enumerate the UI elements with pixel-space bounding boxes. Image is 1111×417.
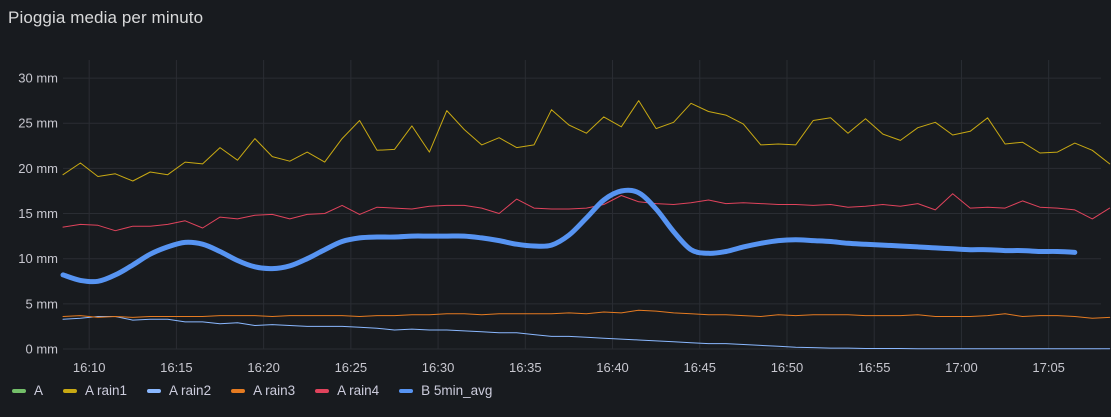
series-line-b-5min-avg: [60, 187, 1078, 285]
legend-swatch: [12, 388, 26, 393]
x-axis-tick-labels: 16:10 16:15 16:20 16:25 16:30 16:35 16:40 16:45…: [73, 360, 1065, 375]
grid-lines: [63, 60, 1101, 350]
legend-label: B 5min_avg: [421, 383, 493, 398]
x-tick-label: 16:40: [596, 360, 629, 375]
legend-swatch: [147, 388, 162, 393]
x-tick-label: 16:10: [73, 360, 106, 375]
panel-title: Pioggia media per minuto: [8, 8, 204, 27]
legend-item-a-rain2[interactable]: A rain2: [147, 383, 211, 398]
legend-swatch: [63, 388, 78, 393]
legend-item-a[interactable]: A: [12, 383, 43, 398]
series-line-a-rain1: [62, 100, 1111, 182]
y-tick-label: 30 mm: [18, 71, 58, 86]
legend-item-b-5min-avg[interactable]: B 5min_avg: [399, 383, 492, 398]
legend-label: A rain1: [85, 383, 128, 398]
y-tick-label: 20 mm: [18, 161, 58, 176]
x-tick-label: 17:00: [945, 360, 978, 375]
x-tick-label: 16:30: [422, 360, 455, 375]
series-line-a-rain3: [62, 309, 1111, 319]
series-line-a-rain4: [62, 193, 1111, 232]
x-tick-label: 16:15: [160, 360, 193, 375]
legend-item-a-rain1[interactable]: A rain1: [63, 383, 127, 398]
x-tick-label: 16:55: [858, 360, 891, 375]
series-lines: [60, 100, 1111, 350]
legend-label: A rain3: [253, 383, 296, 398]
y-tick-label: 5 mm: [26, 296, 59, 311]
x-tick-label: 16:50: [771, 360, 804, 375]
legend-item-a-rain3[interactable]: A rain3: [231, 383, 295, 398]
x-tick-label: 16:35: [509, 360, 542, 375]
legend-swatch: [231, 388, 246, 393]
x-tick-label: 17:05: [1032, 360, 1065, 375]
legend: A A rain1 A rain2 A rain3 A rain4 B 5min_avg: [12, 383, 492, 398]
series-line-a-rain2: [62, 316, 1111, 350]
x-tick-label: 16:25: [335, 360, 368, 375]
y-tick-label: 15 mm: [18, 206, 58, 221]
x-tick-label: 16:45: [683, 360, 716, 375]
legend-swatch: [399, 388, 414, 393]
y-tick-label: 0 mm: [26, 342, 59, 357]
legend-label: A rain4: [337, 383, 380, 398]
y-tick-label: 10 mm: [18, 251, 58, 266]
y-axis-tick-labels: 0 mm 5 mm 10 mm 15 mm 20 mm 25 mm 30 mm: [18, 71, 58, 357]
legend-swatch: [315, 388, 330, 393]
y-tick-label: 25 mm: [18, 116, 58, 131]
legend-label: A: [34, 383, 44, 398]
x-tick-label: 16:20: [247, 360, 280, 375]
legend-label: A rain2: [169, 383, 212, 398]
legend-item-a-rain4[interactable]: A rain4: [315, 383, 379, 398]
